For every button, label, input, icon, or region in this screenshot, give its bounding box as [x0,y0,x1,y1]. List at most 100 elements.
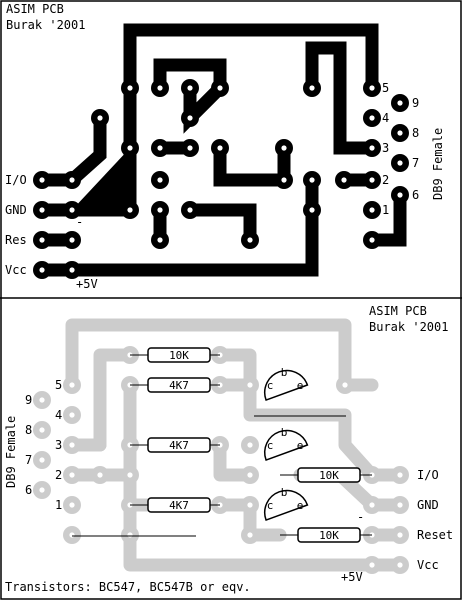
drill-hole [69,177,75,183]
pin-number: 9 [412,96,419,110]
drill-hole [39,267,45,273]
drill-hole [69,237,75,243]
pin-number: 1 [382,203,389,217]
transistor-pin-label: c [267,379,274,392]
drill-hole [247,237,253,243]
trace-pin5 [123,23,379,95]
transistor-pin-label: c [267,439,274,452]
pin-number: 4 [55,408,62,422]
drill-hole [217,145,223,151]
copper-pads [33,79,409,279]
drill-hole [247,472,253,478]
drill-hole [247,442,253,448]
supply-label: +5V [341,570,363,584]
drill-hole [39,487,45,493]
drill-hole [369,145,375,151]
drill-hole [127,472,133,478]
drill-hole [69,532,75,538]
resistor-label: 10K [169,349,189,362]
drill-hole [127,532,133,538]
drill-hole [157,237,163,243]
layout-title: ASIM PCB [369,304,427,318]
resistor-label: 10K [319,469,339,482]
drill-hole [69,442,75,448]
trace-short-c [183,203,257,247]
drill-hole [69,267,75,273]
drill-hole [69,472,75,478]
resistor-r6: 10K [280,527,372,543]
pin-number: 5 [382,81,389,95]
vcc-label: Vcc [417,558,439,572]
drill-hole [397,192,403,198]
io-label: I/O [417,468,439,482]
drill-hole [247,502,253,508]
silk-trace-left [93,348,137,452]
drill-hole [397,532,403,538]
drill-hole [97,115,103,121]
pin-number: 5 [55,378,62,392]
drill-hole [157,145,163,151]
resistor-label: 4K7 [169,379,189,392]
ground-fill [72,148,130,212]
resistor-label: 4K7 [169,439,189,452]
minus-label: - [76,215,83,229]
resistor-r3: 4K7 [130,437,220,453]
drill-hole [187,207,193,213]
transistor-q1: b c e [263,366,309,402]
drill-hole [187,115,193,121]
drill-hole [397,160,403,166]
drill-hole [127,145,133,151]
drill-hole [369,85,375,91]
transistor-pin-label: b [281,486,288,499]
io-label: I/O [5,173,27,187]
transistor-pin-label: b [281,366,288,379]
pin-number: 4 [382,111,389,125]
pin-number: 7 [25,453,32,467]
drill-hole [369,562,375,568]
connector-label: DB9 Female [431,128,445,200]
drill-hole [369,177,375,183]
drill-hole [187,85,193,91]
drill-hole [69,502,75,508]
drill-hole [157,207,163,213]
trace-io-up [65,111,107,187]
pin-number: 2 [55,468,62,482]
drill-hole [247,532,253,538]
pin-number: 3 [55,438,62,452]
transistor-pin-label: e [297,439,304,452]
silk-trace-t2 [213,438,257,482]
trace-pin6 [365,188,407,247]
layout-panel: 10K 4K7 4K7 4K7 10K 10K [4,304,453,594]
silkscreen-pads [33,346,409,574]
transistor-pin-label: c [267,499,274,512]
drill-hole [187,145,193,151]
minus-label: - [357,510,364,524]
vcc-label: Vcc [5,263,27,277]
res-label: Res [5,233,27,247]
drill-hole [397,502,403,508]
resistor-r2: 4K7 [130,377,220,393]
supply-label: +5V [76,277,98,291]
pcb-title: ASIM PCB [6,2,64,16]
pin-number: 6 [412,188,419,202]
drill-hole [309,207,315,213]
drill-hole [39,457,45,463]
resistor-label: 4K7 [169,499,189,512]
drill-hole [69,382,75,388]
drill-hole [342,382,348,388]
trace-pin3 [305,41,379,155]
transistor-pin-label: e [297,499,304,512]
trace-mid-loop [213,141,291,187]
drill-hole [39,237,45,243]
drill-hole [127,85,133,91]
resistor-r1: 10K [130,347,220,363]
copper-panel: ASIM PCB Burak '2001 DB9 Female 5 4 3 2 … [5,2,445,291]
pin-number: 9 [25,393,32,407]
drill-hole [369,115,375,121]
transistor-q3: b c e [263,486,309,522]
drill-hole [69,207,75,213]
pin-number: 8 [25,423,32,437]
transistor-footnote: Transistors: BC547, BC547B or eqv. [5,580,251,594]
transistor-pin-label: e [297,379,304,392]
